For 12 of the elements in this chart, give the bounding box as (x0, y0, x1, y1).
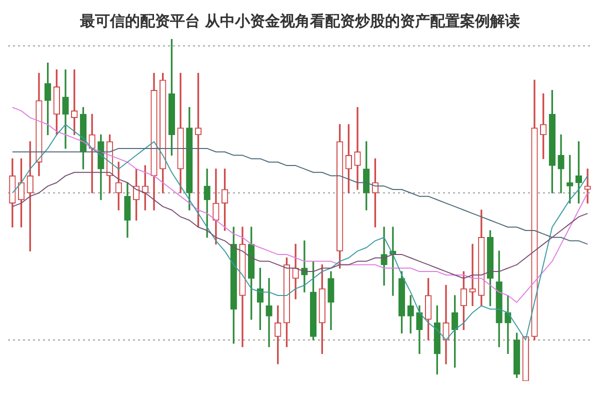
chart-title: 最可信的配资平台 从中小资金视角看配资炒股的资产配置案例解读 (78, 11, 522, 32)
candlestick (442, 284, 450, 364)
candlestick (292, 244, 299, 300)
candlestick (88, 114, 96, 194)
candlestick (266, 278, 272, 348)
candlestick (558, 134, 564, 194)
candlestick (354, 107, 361, 190)
candlestick (380, 226, 388, 286)
candlestick (62, 69, 69, 149)
candlestick (504, 295, 512, 354)
candlestick (584, 168, 591, 204)
candlestick (469, 244, 476, 306)
